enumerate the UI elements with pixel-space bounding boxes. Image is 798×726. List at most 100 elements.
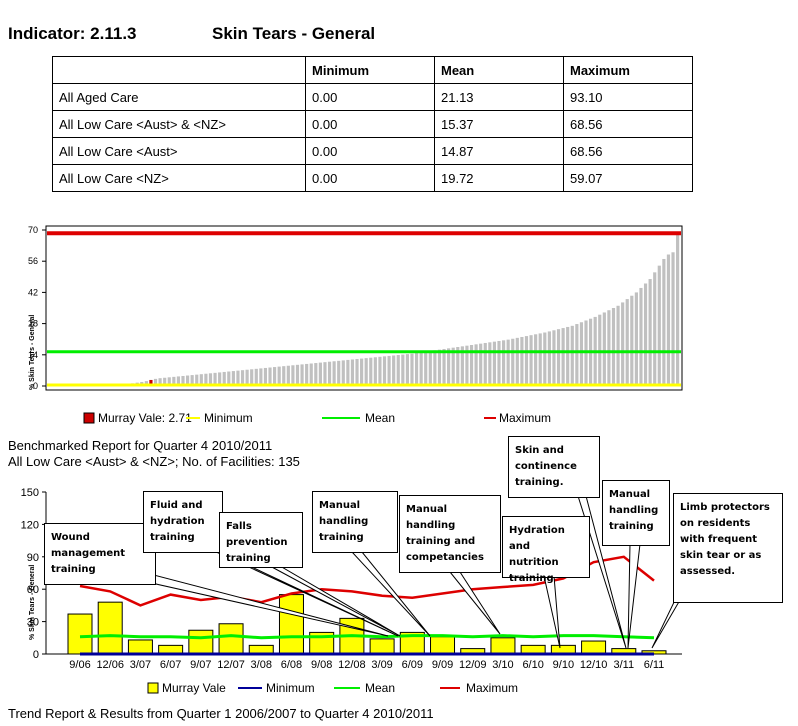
legend-swatch-murray-vale (147, 682, 159, 694)
table-cell: 59.07 (563, 164, 693, 192)
trend-bar (127, 639, 153, 655)
highlight-bar (149, 379, 153, 386)
benchmark-bar (414, 353, 419, 386)
annotation-box: Skin and continence training. (508, 436, 600, 498)
benchmark-bar (227, 371, 231, 386)
benchmark-bar (579, 322, 584, 386)
benchmark-bar (332, 361, 336, 386)
benchmark-bar (181, 375, 185, 386)
benchmark-bar (396, 355, 400, 386)
benchmark-bar (369, 357, 373, 386)
benchmark-bar (538, 333, 542, 386)
trend-x-tick-label: 6/10 (522, 659, 543, 671)
trend-y-axis-label: % Skin Tears - General (29, 565, 36, 640)
benchmark-bar (676, 233, 680, 386)
benchmark-bar (616, 305, 620, 386)
benchmark-bar (410, 353, 414, 386)
trend-bar (188, 629, 214, 655)
trend-bar (581, 640, 607, 655)
table-row: All Low Care <NZ> 0.00 19.72 59.07 (52, 164, 693, 192)
trend-bar (67, 613, 93, 655)
indicator-title: Indicator: 2.11.3 Skin Tears - General (8, 24, 375, 44)
trend-mean-line (79, 634, 655, 640)
trend-x-tick-label: 12/06 (96, 659, 124, 671)
benchmark-bar (653, 272, 657, 386)
benchmark-bar (373, 357, 377, 386)
benchmark-bar (515, 337, 519, 386)
benchmark-bar (300, 364, 304, 386)
legend-label: Mean (365, 411, 395, 425)
table-header: Maximum (563, 56, 693, 84)
benchmark-bar (556, 329, 561, 386)
benchmark-bar (630, 295, 634, 386)
benchmark-bar (240, 370, 245, 386)
benchmark-bar (263, 367, 268, 386)
trend-x-tick-label: 6/08 (281, 659, 302, 671)
benchmark-bar (497, 340, 501, 386)
table-cell: 19.72 (434, 164, 564, 192)
table-header-row: Minimum Mean Maximum (52, 56, 693, 84)
table-cell: 21.13 (434, 83, 564, 111)
benchmark-bar (405, 354, 409, 386)
benchmark-bar (456, 347, 460, 386)
trend-x-tick-label: 9/08 (311, 659, 332, 671)
benchmark-bar (163, 377, 167, 386)
benchmark-bar (639, 287, 643, 386)
benchmark-bar (350, 359, 355, 386)
trend-x-tick-label: 9/07 (190, 659, 211, 671)
benchmark-bar (570, 325, 574, 386)
benchmark-bar (552, 330, 556, 386)
benchmark-bar (158, 378, 162, 386)
table-cell: 15.37 (434, 110, 564, 138)
annotation-box: Fluid and hydration training (143, 491, 223, 553)
legend-label: Mean (365, 681, 395, 695)
trend-x-tick-label: 12/09 (459, 659, 487, 671)
benchmark-bar (469, 344, 474, 386)
benchmark-bar (360, 358, 364, 386)
benchmark-bar (492, 341, 497, 386)
benchmark-bar (231, 371, 235, 386)
benchmark-bar (268, 367, 272, 386)
table-cell: 0.00 (305, 137, 435, 165)
benchmark-bar (190, 375, 194, 386)
callout-pointer (627, 543, 641, 649)
indicator-name: Skin Tears - General (212, 24, 376, 43)
benchmark-bar (520, 336, 524, 386)
trend-y-tick-label: 150 (21, 487, 39, 499)
benchmark-bar (488, 342, 492, 386)
table-cell: 68.56 (563, 110, 693, 138)
benchmark-bar (611, 308, 616, 386)
benchmark-bar (607, 310, 611, 386)
trend-x-tick-label: 6/11 (644, 659, 665, 671)
benchmark-bar (625, 299, 629, 386)
benchmark-bar (437, 349, 442, 386)
trend-x-tick-label: 12/10 (580, 659, 608, 671)
benchmark-bar (314, 363, 318, 386)
legend-swatch-highlight (83, 412, 95, 424)
benchmark-y-tick-label: 42 (28, 287, 38, 297)
benchmark-bar (327, 361, 332, 386)
benchmark-bar (282, 366, 286, 386)
annotation-box: Manual handling training and competancie… (399, 495, 501, 573)
benchmark-bar (172, 376, 176, 386)
benchmark-bar (501, 340, 506, 386)
legend-label: Maximum (466, 681, 518, 695)
trend-y-tick-label: 30 (27, 617, 39, 629)
benchmark-bar (259, 368, 263, 386)
benchmark-bar (671, 252, 675, 386)
benchmark-chart: 0 14 28 42 56 70 % Skin Tears - General Murra… (28, 225, 683, 425)
benchmark-bar (355, 359, 359, 386)
benchmark-bar (254, 368, 258, 386)
benchmark-bar (643, 283, 648, 386)
benchmark-y-tick-label: 28 (28, 319, 38, 329)
benchmark-bar (428, 351, 432, 386)
legend-label: Murray Vale: 2.71 (98, 411, 192, 425)
benchmark-bar (479, 343, 483, 386)
benchmark-bar (204, 373, 208, 386)
benchmark-bar (561, 328, 565, 386)
annotation-box: Manual handling training (312, 491, 398, 553)
benchmark-bar (153, 378, 158, 386)
benchmark-bar (195, 374, 199, 386)
callout-pointer (448, 571, 501, 635)
annotation-box: Manual handling training (602, 480, 670, 546)
